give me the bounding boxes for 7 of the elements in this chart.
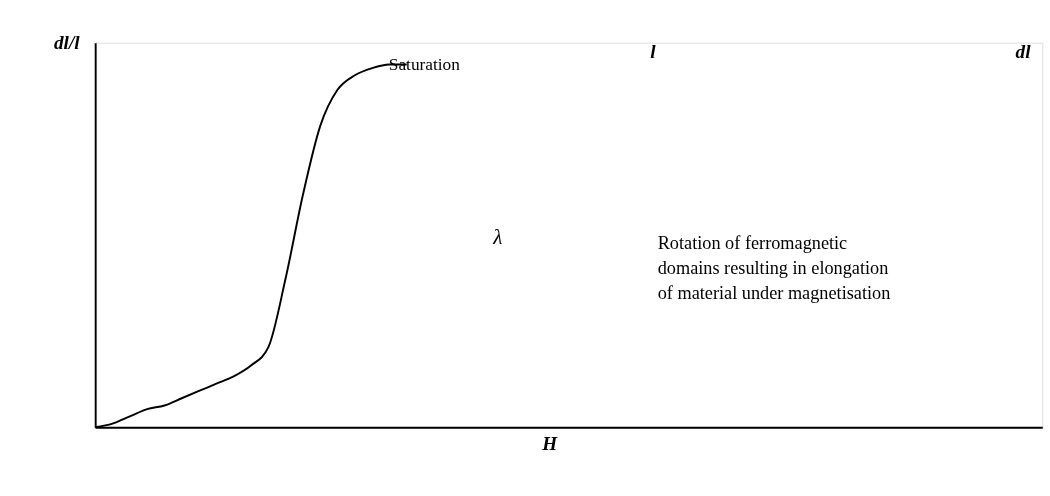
text: H bbox=[541, 433, 559, 455]
text: dl bbox=[1015, 41, 1032, 63]
y-axis-title: dl/l bbox=[54, 31, 81, 53]
text: λ bbox=[492, 224, 503, 249]
text: l bbox=[650, 41, 657, 63]
annotation: Saturation bbox=[388, 54, 461, 74]
text: Rotation of ferromagnetic domains resulting in elongation of material under magnetisation bbox=[657, 233, 891, 304]
